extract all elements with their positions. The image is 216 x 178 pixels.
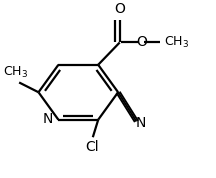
Text: N: N bbox=[43, 112, 53, 126]
Text: CH$_3$: CH$_3$ bbox=[3, 65, 29, 80]
Text: O: O bbox=[114, 2, 125, 16]
Text: N: N bbox=[136, 116, 146, 130]
Text: CH$_3$: CH$_3$ bbox=[164, 35, 189, 50]
Text: Cl: Cl bbox=[85, 140, 98, 154]
Text: O: O bbox=[136, 35, 147, 49]
